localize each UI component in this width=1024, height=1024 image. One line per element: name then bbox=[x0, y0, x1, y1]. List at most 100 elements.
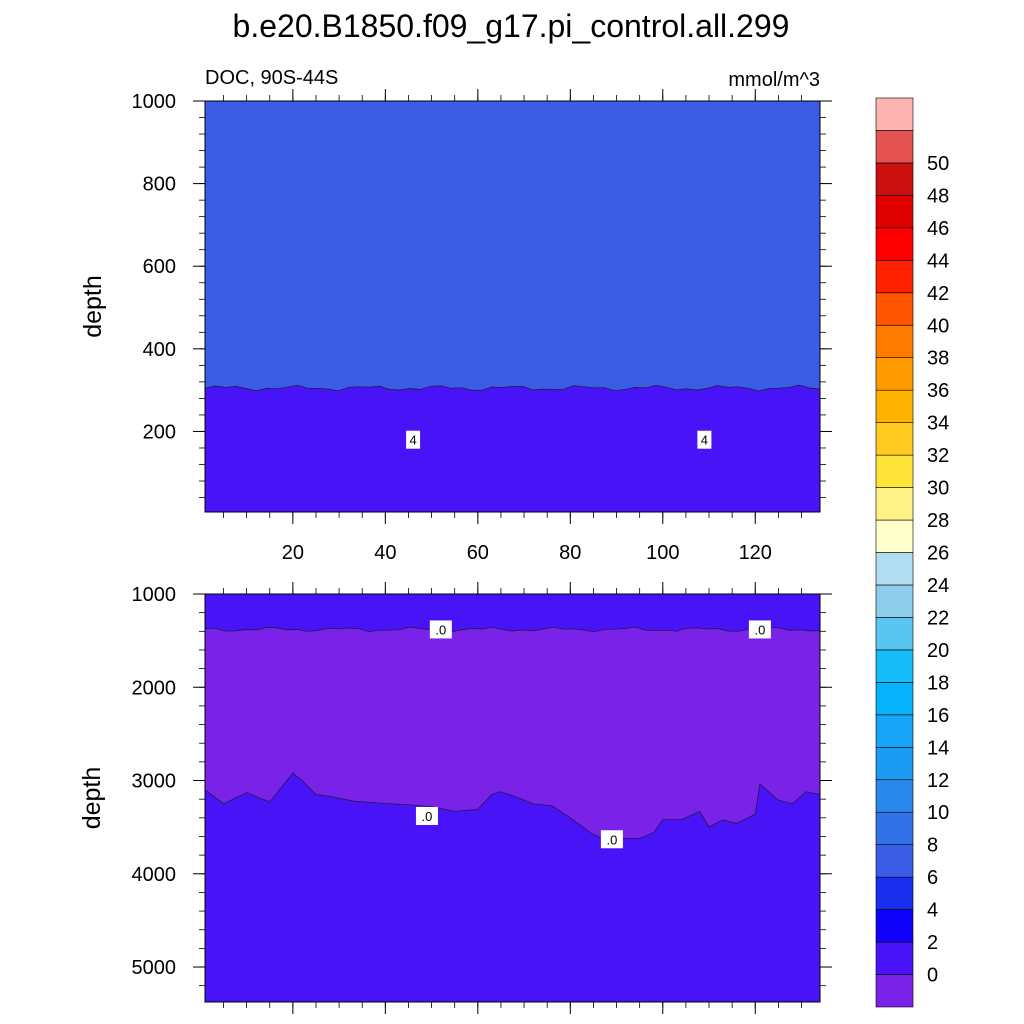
colorbar-swatch bbox=[875, 454, 914, 488]
contour-label-text: 4 bbox=[701, 433, 708, 448]
x-tick-label: 100 bbox=[646, 542, 679, 564]
colorbar-swatch bbox=[875, 584, 914, 618]
colorbar-level-label: 42 bbox=[927, 283, 949, 305]
colorbar-swatch bbox=[875, 487, 914, 521]
colorbar-swatch bbox=[875, 909, 914, 943]
colorbar-swatch bbox=[875, 389, 914, 423]
colorbar-swatch bbox=[875, 974, 914, 1008]
contour-line bbox=[204, 384, 821, 392]
colorbar-level-label: 40 bbox=[927, 315, 949, 337]
colorbar-level-label: 38 bbox=[927, 348, 949, 370]
contour-label: .0 bbox=[415, 806, 438, 825]
contour-label-text: .0 bbox=[754, 622, 765, 637]
colorbar-swatch bbox=[875, 227, 914, 261]
colorbar-swatch bbox=[875, 811, 914, 845]
left-subtitle: DOC, 90S-44S bbox=[205, 67, 338, 89]
contour-label-text: 4 bbox=[409, 433, 416, 448]
contour-label: .0 bbox=[748, 620, 771, 639]
colorbar-swatch bbox=[875, 941, 914, 975]
colorbar-level-label: 2 bbox=[927, 932, 938, 954]
colorbar-level-label: 22 bbox=[927, 607, 949, 629]
colorbar-swatch bbox=[875, 357, 914, 391]
colorbar-swatch bbox=[875, 552, 914, 586]
contour-fill-0-2 bbox=[205, 385, 820, 512]
x-tick-label: 60 bbox=[467, 542, 489, 564]
colorbar-level-label: 48 bbox=[927, 185, 949, 207]
x-tick-label: 120 bbox=[739, 542, 772, 564]
colorbar-swatch bbox=[875, 422, 914, 456]
y-axis-label: depth bbox=[79, 275, 107, 338]
contour-line-lower bbox=[204, 772, 821, 841]
colorbar-swatch bbox=[875, 876, 914, 910]
x-tick-label: 20 bbox=[282, 542, 304, 564]
colorbar-swatch bbox=[875, 97, 914, 131]
colorbar-level-label: 44 bbox=[927, 250, 949, 272]
colorbar-level-label: 46 bbox=[927, 218, 949, 240]
colorbar-level-label: 34 bbox=[927, 413, 949, 435]
colorbar-swatch bbox=[875, 292, 914, 326]
colorbar-swatch bbox=[875, 130, 914, 164]
y-tick-label: 5000 bbox=[132, 957, 177, 979]
y-tick-label: 400 bbox=[143, 339, 176, 361]
y-tick-label: 1000 bbox=[132, 91, 177, 113]
colorbar-level-label: 20 bbox=[927, 640, 949, 662]
y-tick-label: 800 bbox=[143, 174, 176, 196]
contour-label-text: .0 bbox=[435, 622, 446, 637]
units-label: mmol/m^3 bbox=[728, 69, 820, 91]
y-tick-label: 1000 bbox=[132, 584, 177, 606]
colorbar-level-label: 36 bbox=[927, 380, 949, 402]
panel-frame bbox=[204, 100, 821, 513]
colorbar-swatch bbox=[875, 617, 914, 651]
contour-label-box bbox=[748, 620, 771, 639]
contour-label: 4 bbox=[406, 430, 421, 449]
y-tick-label: 4000 bbox=[132, 864, 177, 886]
colorbar-level-label: 32 bbox=[927, 445, 949, 467]
contour-label: .0 bbox=[600, 830, 623, 849]
colorbar-level-label: 16 bbox=[927, 705, 949, 727]
colorbar-level-label: 28 bbox=[927, 510, 949, 532]
contour-label-box bbox=[429, 620, 452, 639]
y-tick-label: 2000 bbox=[132, 677, 177, 699]
x-tick-label: 40 bbox=[374, 542, 396, 564]
colorbar-swatch bbox=[875, 682, 914, 716]
colorbar-swatch bbox=[875, 195, 914, 229]
y-tick-label: 200 bbox=[143, 421, 176, 443]
contour-label-box bbox=[406, 430, 421, 449]
colorbar-level-label: 26 bbox=[927, 543, 949, 565]
colorbar-swatch bbox=[875, 162, 914, 196]
contour-label-text: .0 bbox=[606, 832, 617, 847]
colorbar-swatch bbox=[875, 324, 914, 359]
colorbar-level-label: 30 bbox=[927, 478, 949, 500]
colorbar-level-label: 6 bbox=[927, 867, 938, 889]
contour-label-box bbox=[415, 806, 438, 825]
colorbar-swatch bbox=[875, 779, 914, 813]
colorbar-swatch bbox=[875, 746, 914, 781]
y-tick-label: 3000 bbox=[132, 771, 177, 793]
panels-group: 4 4 200 400 600 800 1000 20 40 60 80 100 120 depth .0.… bbox=[78, 89, 832, 1014]
contour-label: 4 bbox=[697, 430, 712, 449]
contour-fill-negative bbox=[205, 627, 820, 841]
colorbar-level-label: 12 bbox=[927, 770, 949, 792]
colorbar-level-label: 50 bbox=[927, 153, 949, 175]
panel-lower: .0 .0 .0 .0 1000 2000 3000 4000 5000 depth bbox=[78, 582, 832, 1014]
contour-label-box bbox=[600, 830, 623, 849]
colorbar-level-label: 18 bbox=[927, 672, 949, 694]
colorbar-swatch bbox=[875, 649, 914, 683]
colorbar-swatch bbox=[875, 519, 914, 553]
x-tick-label: 80 bbox=[559, 542, 581, 564]
colorbar-level-label: 24 bbox=[927, 575, 949, 597]
colorbar-level-label: 0 bbox=[927, 965, 938, 987]
y-axis-label: depth bbox=[78, 767, 106, 830]
colorbar-level-label: 10 bbox=[927, 802, 949, 824]
panel-upper: 4 4 200 400 600 800 1000 20 40 60 80 100 120 depth bbox=[79, 89, 832, 564]
chart-title: b.e20.B1850.f09_g17.pi_control.all.299 bbox=[233, 8, 790, 44]
panel-frame bbox=[204, 593, 821, 1003]
colorbar: 0246810121416182022242628303234363840424… bbox=[875, 97, 949, 1008]
colorbar-swatch bbox=[875, 844, 914, 878]
colorbar-level-label: 14 bbox=[927, 737, 949, 759]
colorbar-swatch bbox=[875, 260, 914, 294]
contour-label-text: .0 bbox=[422, 809, 433, 824]
colorbar-level-label: 4 bbox=[927, 900, 938, 922]
contour-label: .0 bbox=[429, 620, 452, 639]
